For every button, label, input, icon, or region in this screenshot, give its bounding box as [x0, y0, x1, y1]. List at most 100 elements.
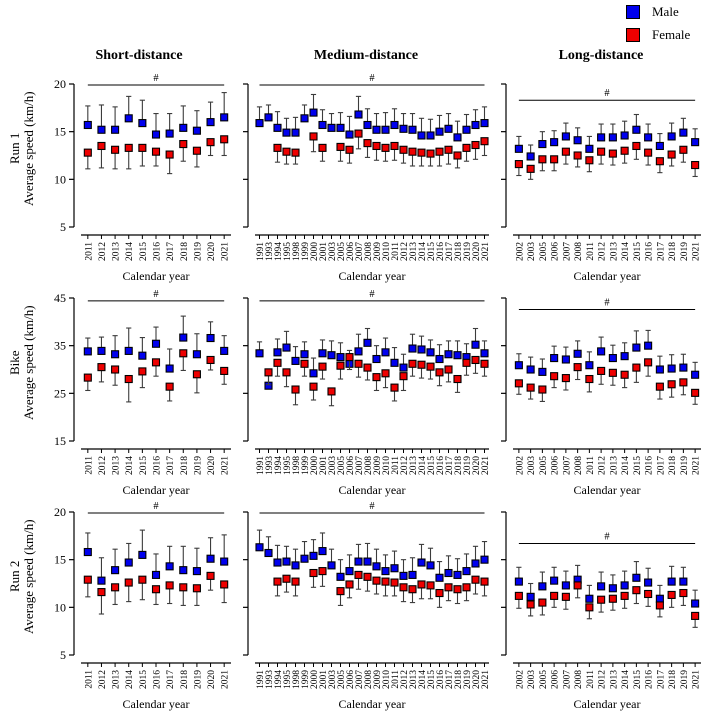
- svg-text:2016: 2016: [436, 670, 446, 689]
- svg-text:2015: 2015: [633, 670, 643, 689]
- female-legend-label: Female: [652, 27, 691, 42]
- svg-text:2019: 2019: [193, 242, 203, 261]
- svg-text:2003: 2003: [328, 670, 338, 689]
- svg-text:1991: 1991: [256, 456, 266, 475]
- svg-text:2017: 2017: [445, 456, 455, 475]
- svg-text:2000: 2000: [310, 456, 320, 475]
- svg-text:2001: 2001: [319, 456, 329, 475]
- svg-text:2018: 2018: [668, 456, 678, 475]
- run2-label: Run 2: [7, 560, 23, 593]
- svg-text:2013: 2013: [409, 670, 419, 689]
- svg-text:#: #: [604, 297, 610, 308]
- svg-text:2011: 2011: [84, 242, 94, 261]
- svg-text:Calendar year: Calendar year: [339, 697, 406, 711]
- svg-text:25: 25: [54, 386, 66, 400]
- run1-label: Run 1: [7, 132, 23, 165]
- svg-text:#: #: [153, 73, 159, 84]
- svg-text:2018: 2018: [454, 456, 464, 475]
- svg-text:2012: 2012: [98, 456, 108, 475]
- svg-text:2010: 2010: [382, 242, 392, 261]
- svg-text:2012: 2012: [598, 242, 608, 261]
- svg-text:2014: 2014: [418, 456, 428, 475]
- svg-text:2013: 2013: [112, 670, 122, 689]
- svg-text:2000: 2000: [310, 670, 320, 689]
- svg-text:2012: 2012: [598, 670, 608, 689]
- svg-text:1993: 1993: [265, 242, 275, 261]
- svg-text:2011: 2011: [391, 242, 401, 261]
- svg-text:35: 35: [54, 339, 66, 353]
- svg-text:2011: 2011: [84, 456, 94, 475]
- svg-text:15: 15: [54, 125, 66, 139]
- svg-text:2014: 2014: [621, 456, 631, 475]
- svg-text:2007: 2007: [355, 670, 365, 689]
- svg-text:2020: 2020: [472, 670, 482, 689]
- panel-run1-long-distance: 2002 2003 2005 2006 2007 2008 2011 2012 2013 2014…: [501, 83, 702, 283]
- panel-bike-medium-distance: 1991 1993 1994 1995 1998 1999 2000 2001 2003 2005…: [243, 289, 491, 497]
- svg-text:10: 10: [54, 172, 66, 186]
- svg-text:2019: 2019: [680, 456, 690, 475]
- svg-text:2005: 2005: [539, 456, 549, 475]
- svg-text:2018: 2018: [668, 242, 678, 261]
- svg-text:2003: 2003: [328, 456, 338, 475]
- svg-text:Calendar year: Calendar year: [574, 697, 641, 711]
- male-legend-label: Male: [652, 4, 679, 19]
- svg-text:2015: 2015: [139, 242, 149, 261]
- panel-bike-short-distance: 15 25 35 45 2011 2012 2013 2014 2015 2016 2017 2018…: [54, 289, 231, 497]
- svg-text:1994: 1994: [274, 670, 284, 689]
- svg-text:2009: 2009: [373, 242, 383, 261]
- svg-text:2017: 2017: [166, 456, 176, 475]
- svg-text:2017: 2017: [166, 670, 176, 689]
- svg-text:15: 15: [54, 553, 66, 567]
- legend-item-female: Female: [626, 27, 700, 43]
- svg-text:#: #: [369, 289, 375, 300]
- svg-text:2014: 2014: [125, 456, 135, 475]
- svg-text:#: #: [369, 73, 375, 84]
- title-medium-distance: Medium-distance: [313, 48, 419, 63]
- svg-text:2015: 2015: [139, 456, 149, 475]
- svg-text:2002: 2002: [515, 242, 525, 261]
- svg-text:2016: 2016: [153, 242, 163, 261]
- svg-text:2016: 2016: [436, 242, 446, 261]
- svg-text:2007: 2007: [355, 456, 365, 475]
- svg-text:20: 20: [54, 505, 66, 519]
- svg-text:10: 10: [54, 600, 66, 614]
- svg-text:2019: 2019: [463, 242, 473, 261]
- svg-text:2016: 2016: [645, 242, 655, 261]
- svg-text:2015: 2015: [633, 242, 643, 261]
- svg-text:2016: 2016: [153, 670, 163, 689]
- svg-text:2007: 2007: [562, 670, 572, 689]
- svg-text:2018: 2018: [668, 670, 678, 689]
- svg-text:Calendar year: Calendar year: [339, 269, 406, 283]
- svg-text:2005: 2005: [337, 670, 347, 689]
- svg-text:2013: 2013: [112, 242, 122, 261]
- svg-text:2012: 2012: [598, 456, 608, 475]
- svg-text:Calendar year: Calendar year: [123, 269, 190, 283]
- row-label-run2: Run 2 Average speed (km/h): [0, 498, 44, 655]
- svg-text:2020: 2020: [207, 670, 217, 689]
- svg-text:2015: 2015: [139, 670, 149, 689]
- row-bike: Bike Average speed (km/h) 15 25 35 45 2011 20…: [0, 284, 708, 498]
- svg-text:2012: 2012: [400, 242, 410, 261]
- svg-text:2015: 2015: [427, 670, 437, 689]
- svg-text:1991: 1991: [256, 670, 266, 689]
- female-swatch: [626, 28, 640, 42]
- svg-text:#: #: [153, 501, 159, 512]
- panel-grid: Run 1 Average speed (km/h) 5 10 15 20 2011 20…: [0, 70, 708, 712]
- svg-text:2003: 2003: [328, 242, 338, 261]
- svg-text:1999: 1999: [301, 242, 311, 261]
- svg-text:1998: 1998: [292, 456, 302, 475]
- svg-text:2007: 2007: [355, 242, 365, 261]
- svg-text:1993: 1993: [265, 456, 275, 475]
- svg-text:2006: 2006: [346, 670, 356, 689]
- svg-text:2013: 2013: [609, 242, 619, 261]
- legend: Male Female: [626, 4, 700, 43]
- svg-text:2021: 2021: [481, 456, 491, 475]
- svg-text:2008: 2008: [574, 670, 584, 689]
- svg-text:2018: 2018: [180, 242, 190, 261]
- svg-text:2011: 2011: [586, 242, 596, 261]
- svg-text:#: #: [604, 88, 610, 99]
- svg-text:2017: 2017: [656, 242, 666, 261]
- svg-text:2021: 2021: [221, 456, 231, 475]
- svg-text:2007: 2007: [562, 456, 572, 475]
- svg-text:2019: 2019: [680, 670, 690, 689]
